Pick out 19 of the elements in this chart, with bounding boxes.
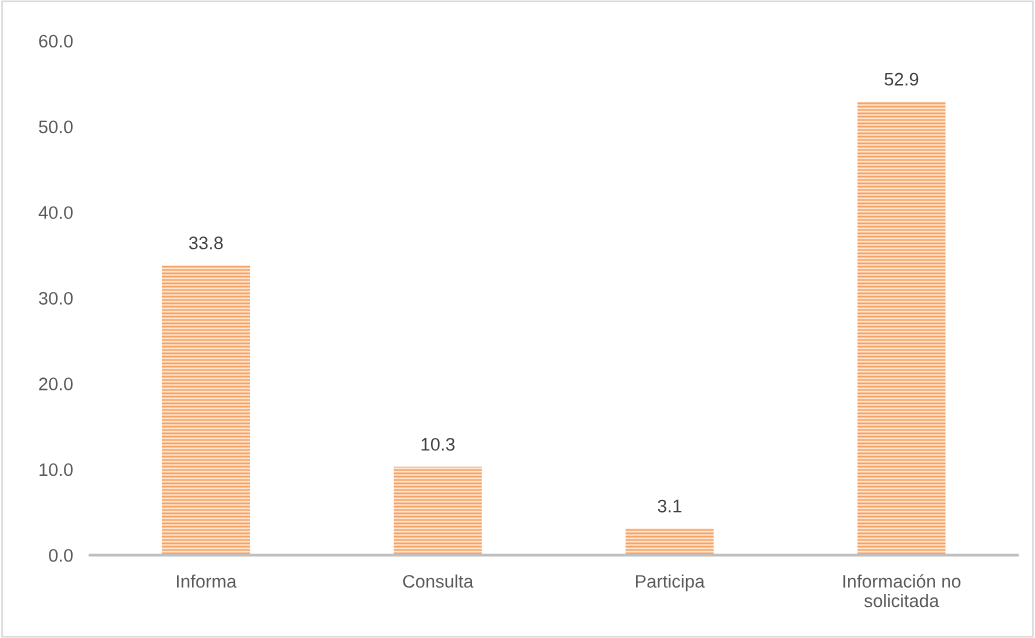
data-label: 10.3 bbox=[421, 437, 455, 451]
x-tick-label: Consulta bbox=[403, 574, 474, 588]
y-tick-label: 0.0 bbox=[48, 548, 73, 562]
y-tick-label: 30.0 bbox=[38, 291, 73, 305]
y-tick-label: 50.0 bbox=[38, 120, 73, 134]
x-tick-label: Información no solicitada bbox=[843, 574, 961, 608]
bar bbox=[393, 466, 482, 556]
x-tick-label: Informa bbox=[177, 574, 237, 588]
bar bbox=[857, 101, 946, 556]
y-tick-label: 10.0 bbox=[39, 463, 73, 477]
bar bbox=[625, 528, 714, 556]
data-label: 3.1 bbox=[657, 499, 682, 513]
x-tick-label: Participa bbox=[636, 574, 705, 592]
y-tick-label: 60.0 bbox=[39, 34, 73, 48]
y-tick-label: 40.0 bbox=[38, 206, 73, 219]
data-label: 52.9 bbox=[884, 72, 919, 86]
data-label: 33.8 bbox=[189, 236, 223, 250]
y-tick-label: 20.0 bbox=[39, 377, 73, 391]
bar bbox=[161, 265, 251, 556]
